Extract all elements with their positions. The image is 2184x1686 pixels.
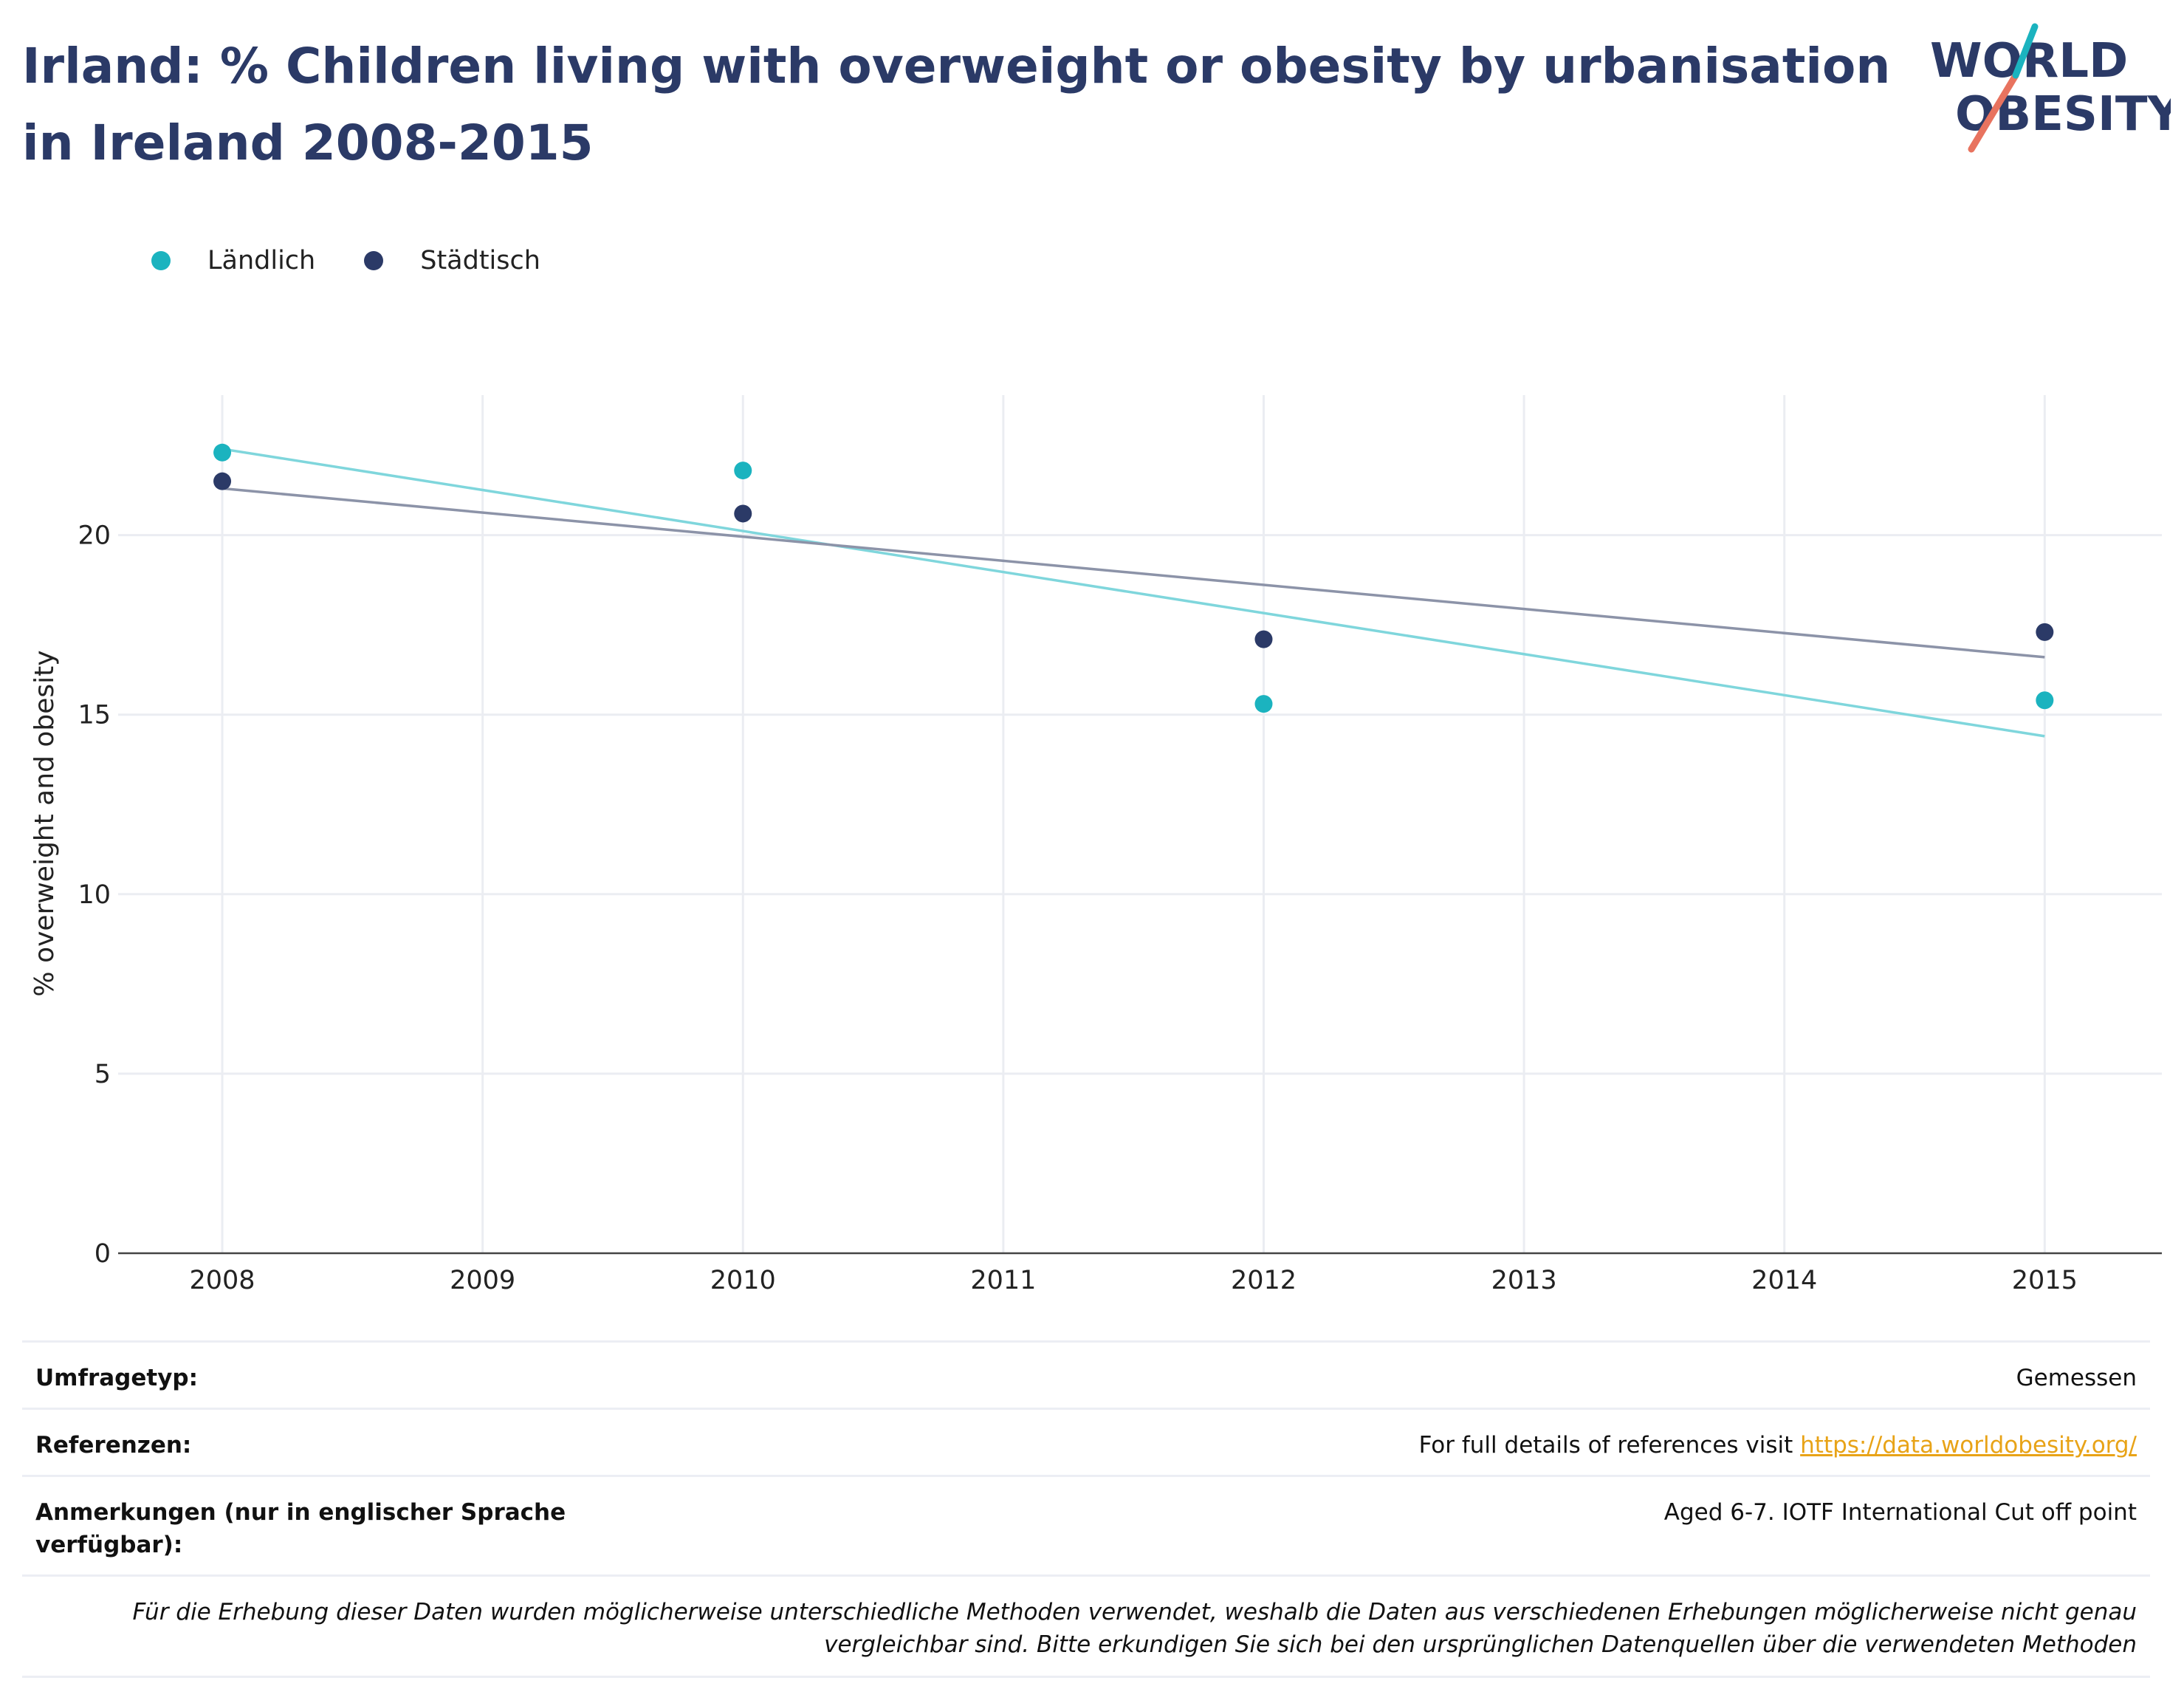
trendlines <box>222 448 2045 738</box>
grid <box>118 395 2162 1253</box>
logo-slash-teal <box>2012 23 2039 79</box>
y-tick-label-10: 10 <box>78 880 111 910</box>
legend-item-laendlich[interactable]: Ländlich <box>151 246 315 275</box>
logo-word-obesity: OBESITY <box>1955 87 2171 142</box>
info-row-survey-type: Umfragetyp: Gemessen <box>22 1340 2150 1408</box>
x-tick-label-2015: 2015 <box>2012 1266 2078 1292</box>
y-axis-title: % overweight and obesity <box>30 650 60 996</box>
point-staedtisch-2010[interactable] <box>734 504 752 523</box>
point-laendlich-2012[interactable] <box>1254 695 1273 713</box>
info-row-notes: Anmerkungen (nur in englischer Sprache v… <box>22 1475 2150 1574</box>
chart-legend: Ländlich Städtisch <box>151 240 589 281</box>
x-tick-label-2011: 2011 <box>970 1266 1036 1292</box>
legend-label-laendlich: Ländlich <box>207 246 316 275</box>
info-table: Umfragetyp: Gemessen Referenzen: For ful… <box>22 1340 2150 1678</box>
x-tick-label-2012: 2012 <box>1231 1266 1297 1292</box>
point-staedtisch-2008[interactable] <box>213 472 232 490</box>
x-tick-label-2008: 2008 <box>190 1266 255 1292</box>
chart-title: Irland: % Children living with overweigh… <box>22 38 1891 171</box>
point-staedtisch-2015[interactable] <box>2036 623 2054 641</box>
point-laendlich-2010[interactable] <box>734 462 752 480</box>
axes: 2008 2009 2010 2011 2012 2013 2014 2015 0 5 10 15 20 <box>78 521 2162 1292</box>
x-tick-label-2009: 2009 <box>450 1266 515 1292</box>
legend-marker-staedtisch <box>364 251 384 270</box>
disclaimer-text: Für die Erhebung dieser Daten wurden mög… <box>22 1574 2150 1678</box>
world-obesity-logo: WORLD OBESITY <box>1927 22 2182 155</box>
y-tick-label-20: 20 <box>78 521 111 551</box>
y-tick-label-5: 5 <box>95 1060 111 1089</box>
logo-graphic: WORLD OBESITY <box>1930 23 2182 153</box>
trendline-staedtisch <box>222 487 2045 659</box>
legend-item-staedtisch[interactable]: Städtisch <box>364 246 540 275</box>
trendline-laendlich <box>222 448 2045 738</box>
survey-type-value: Gemessen <box>2016 1365 2137 1391</box>
references-value: For full details of references visit htt… <box>1419 1429 2150 1461</box>
x-tick-label-2014: 2014 <box>1751 1266 1817 1292</box>
x-tick-label-2010: 2010 <box>710 1266 776 1292</box>
data-points <box>213 443 2054 713</box>
x-tick-label-2013: 2013 <box>1491 1266 1557 1292</box>
notes-label: Anmerkungen (nur in englischer Sprache v… <box>35 1499 566 1558</box>
references-label: Referenzen: <box>35 1432 192 1459</box>
point-laendlich-2015[interactable] <box>2036 691 2054 710</box>
logo-slash-red <box>1968 72 2019 153</box>
legend-marker-laendlich <box>151 251 171 270</box>
notes-value: Aged 6-7. IOTF International Cut off poi… <box>1663 1499 2137 1526</box>
info-row-references: Referenzen: For full details of referenc… <box>22 1408 2150 1475</box>
point-laendlich-2008[interactable] <box>213 443 232 462</box>
survey-type-label: Umfragetyp: <box>35 1365 198 1391</box>
y-tick-label-15: 15 <box>78 701 111 730</box>
y-tick-label-0: 0 <box>95 1239 111 1269</box>
references-link[interactable]: https://data.worldobesity.org/ <box>1800 1432 2137 1459</box>
scatter-chart: 2008 2009 2010 2011 2012 2013 2014 201505101520… <box>30 395 2162 1292</box>
legend-label-staedtisch: Städtisch <box>420 246 540 275</box>
point-staedtisch-2012[interactable] <box>1254 630 1273 648</box>
references-text: For full details of references visit <box>1418 1432 1801 1459</box>
